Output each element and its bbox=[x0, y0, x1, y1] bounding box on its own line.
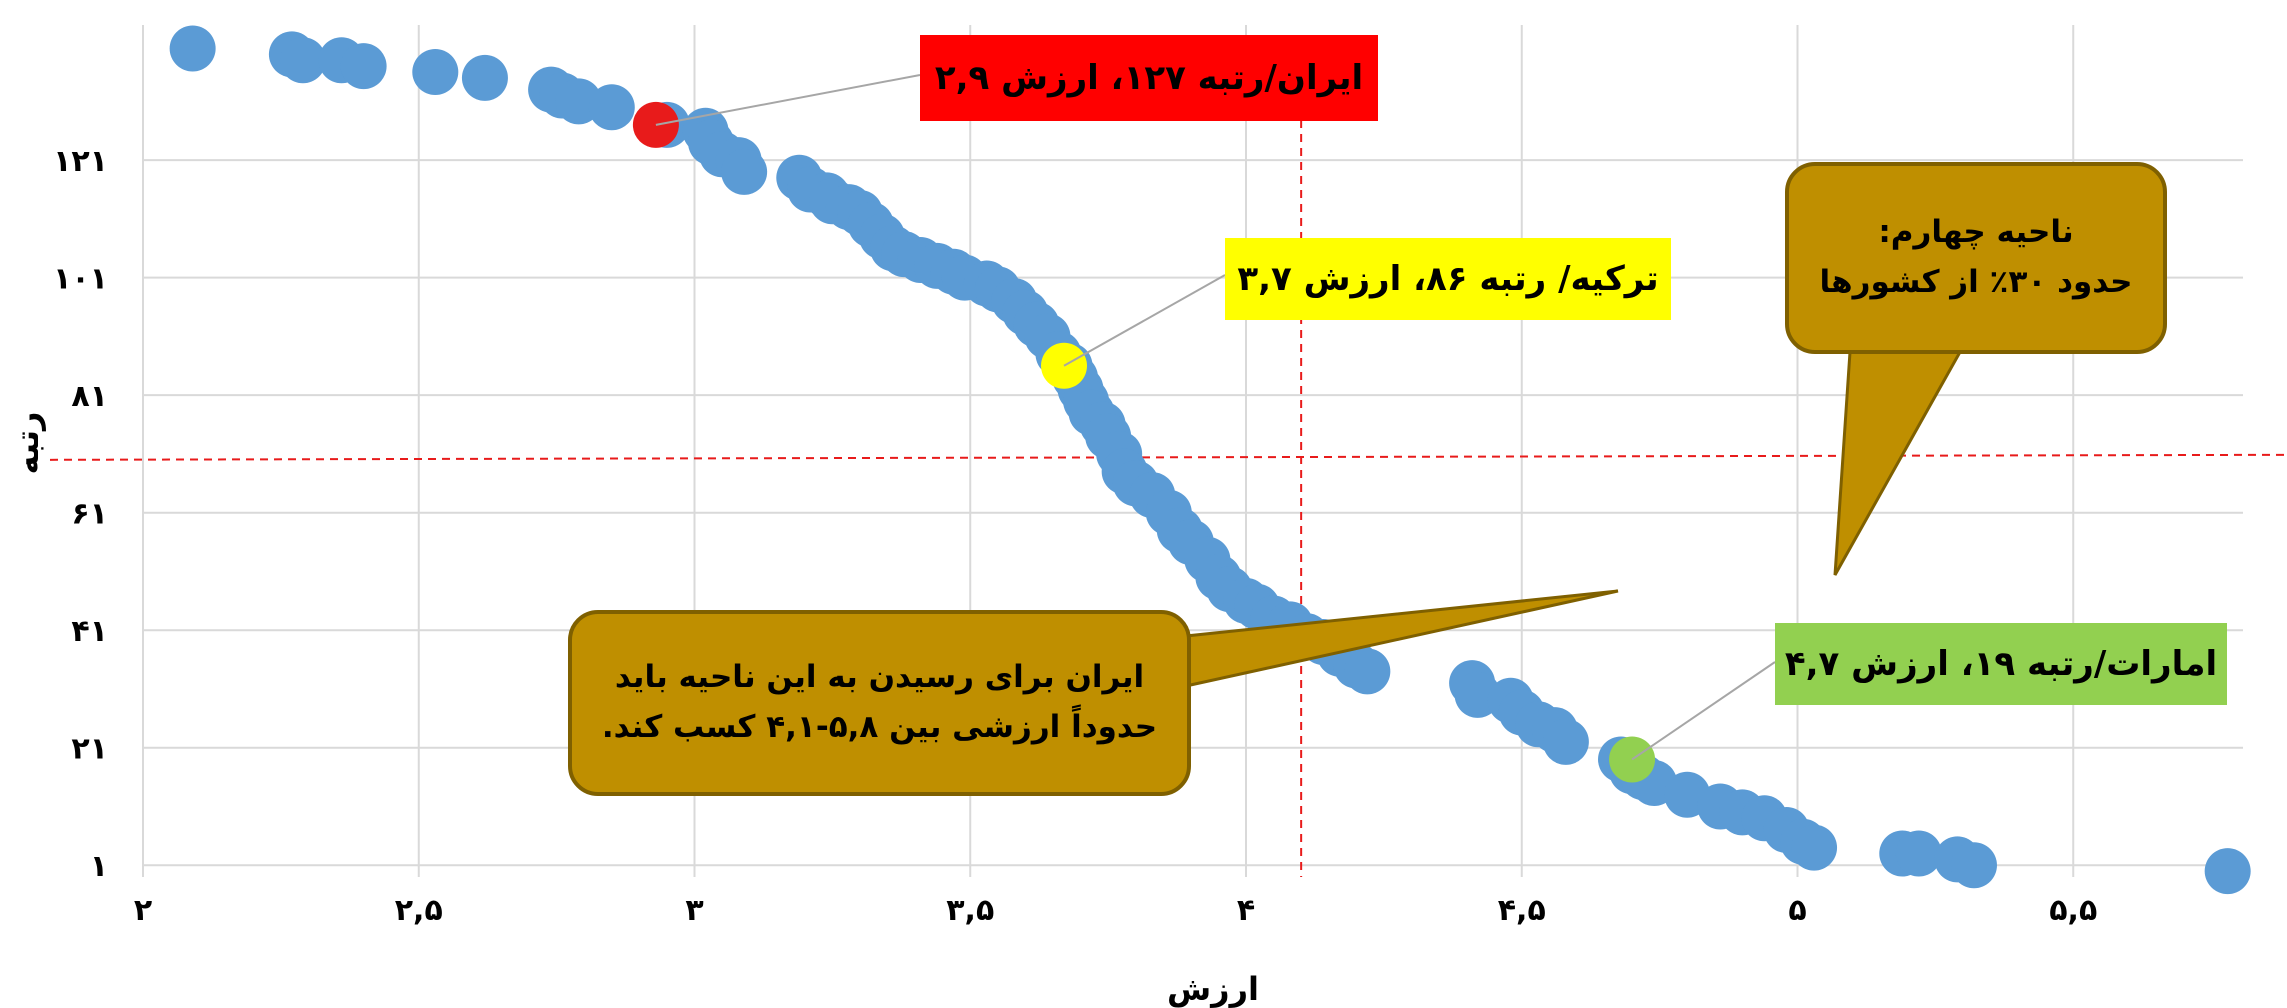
y-tick-label-2: ۴۱ bbox=[71, 614, 108, 649]
iran-goal-bubble: ایران برای رسیدن به این ناحیه باید حدودا… bbox=[568, 610, 1191, 796]
y-tick-label-3: ۶۱ bbox=[71, 497, 108, 532]
x-tick-label-3: ۳,۵ bbox=[946, 893, 994, 928]
x-tick-label-5: ۴,۵ bbox=[1498, 893, 1546, 928]
x-tick-label-4: ۴ bbox=[1237, 893, 1255, 928]
uae-point-leader bbox=[1631, 661, 1776, 761]
turkey-callout: ترکیه/ رتبه ۸۶، ارزش ۳,۷ bbox=[1225, 238, 1671, 320]
region-note-line1: ناحیه چهارم: bbox=[1878, 214, 2074, 251]
data-point-10 bbox=[588, 84, 635, 131]
region-note-line2: حدود ۳۰٪ از کشورها bbox=[1819, 264, 2133, 300]
data-point-4 bbox=[340, 43, 387, 90]
gridlines bbox=[142, 25, 2243, 877]
y-tick-label-4: ۸۱ bbox=[71, 379, 108, 414]
data-points bbox=[169, 25, 2251, 895]
horizontal-reference-line bbox=[49, 453, 2286, 461]
data-point-5 bbox=[412, 49, 459, 96]
region-note-pointer bbox=[1833, 350, 1963, 576]
x-tick-label-2: ۳ bbox=[685, 893, 703, 928]
y-tick-label-0: ۱ bbox=[90, 849, 108, 884]
x-tick-label-6: ۵ bbox=[1788, 893, 1806, 928]
region-note-bubble: ناحیه چهارم: حدود ۳۰٪ از کشورها bbox=[1785, 162, 2167, 354]
x-axis-ticks: ۲ ۲,۵ ۳ ۳,۵ ۴ ۴,۵ ۵ ۵,۵ bbox=[134, 893, 2097, 928]
data-point-86 bbox=[2204, 848, 2251, 895]
y-axis-title: رتبه bbox=[8, 412, 46, 475]
x-tick-label-0: ۲ bbox=[134, 893, 152, 928]
data-point-0 bbox=[169, 25, 216, 72]
iran-point-leader bbox=[655, 74, 921, 126]
x-tick-label-7: ۵,۵ bbox=[2049, 893, 2097, 928]
data-point-81 bbox=[1791, 824, 1838, 871]
x-tick-label-1: ۲,۵ bbox=[395, 893, 443, 928]
uae-callout: امارات/رتبه ۱۹، ارزش ۴,۷ bbox=[1775, 623, 2227, 705]
data-point-6 bbox=[461, 54, 508, 101]
data-point-16 bbox=[721, 148, 768, 195]
y-tick-label-1: ۲۱ bbox=[71, 732, 108, 767]
iran-goal-line1: ایران برای رسیدن به این ناحیه باید bbox=[614, 659, 1145, 696]
data-point-83 bbox=[1895, 830, 1942, 877]
data-point-63 bbox=[1344, 648, 1391, 695]
iran-callout: ایران/رتبه ۱۲۷، ارزش ۲,۹ bbox=[920, 35, 1378, 121]
data-point-2 bbox=[279, 37, 326, 84]
callout-leader-lines bbox=[655, 74, 1776, 761]
x-axis-title: ارزش bbox=[1167, 970, 1259, 1008]
y-tick-label-6: ۱۲۱ bbox=[53, 144, 108, 179]
y-tick-label-5: ۱۰۱ bbox=[53, 262, 108, 297]
data-point-85 bbox=[1950, 842, 1997, 889]
iran-goal-line2: حدوداً ارزشی بین ۵,۸-۴,۱ کسب کند. bbox=[601, 709, 1158, 745]
turkey-point-leader bbox=[1063, 274, 1226, 367]
data-point-70 bbox=[1542, 718, 1589, 765]
